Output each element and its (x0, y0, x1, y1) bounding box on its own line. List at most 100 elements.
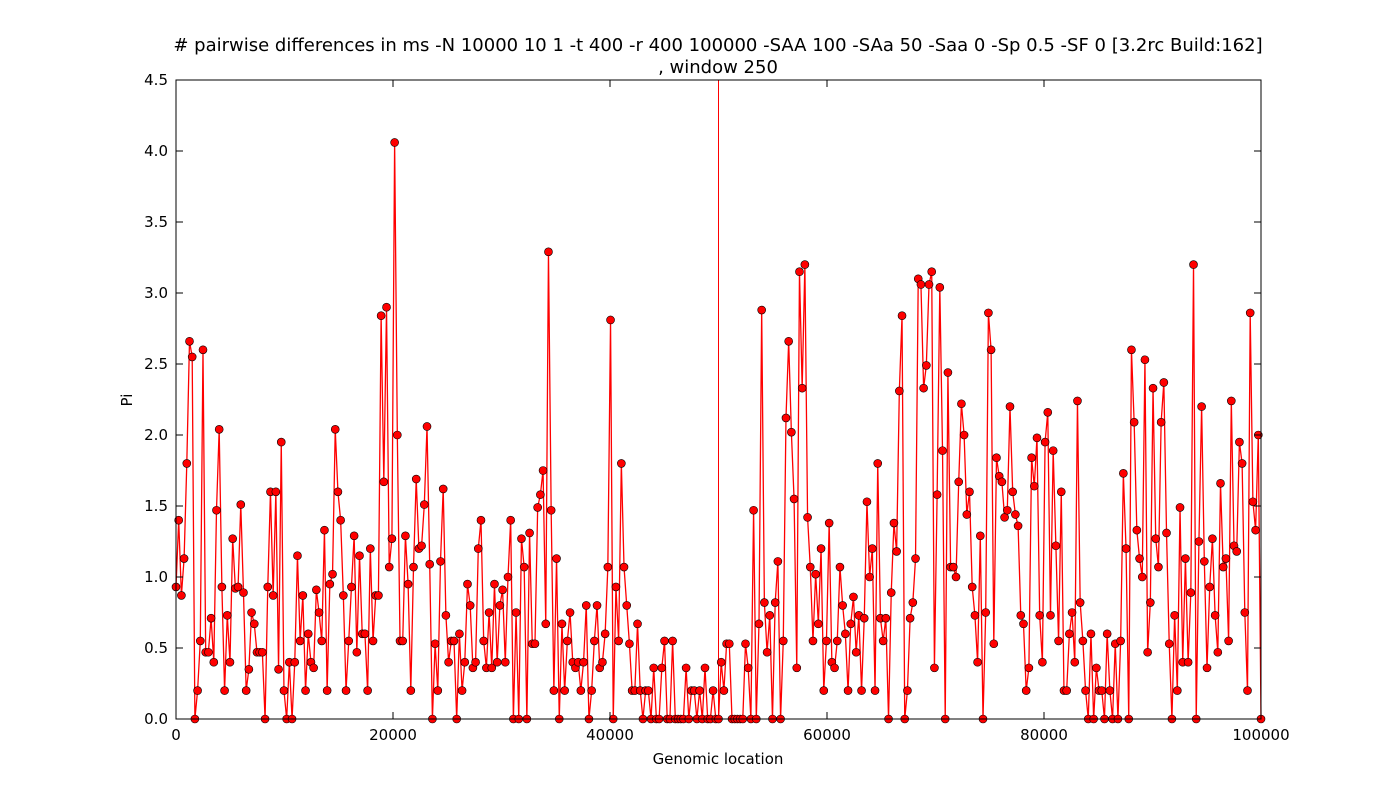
data-point (603, 562, 613, 572)
data-point (241, 686, 251, 695)
data-point (333, 487, 343, 497)
data-point (800, 260, 810, 269)
data-point (770, 598, 780, 607)
data-point (943, 368, 953, 377)
data-point (193, 686, 202, 695)
x-tick-label: 20000 (369, 726, 417, 744)
data-point (247, 608, 256, 617)
data-point (581, 601, 591, 610)
data-point (992, 453, 1001, 463)
data-point (538, 466, 548, 475)
data-point (263, 582, 273, 592)
data-point (430, 639, 440, 649)
data-point (743, 663, 753, 673)
data-point (868, 544, 877, 553)
data-point (600, 629, 610, 639)
data-point (363, 686, 372, 695)
data-point (336, 515, 345, 525)
data-point (1186, 588, 1196, 597)
data-point (471, 657, 480, 667)
data-point (762, 647, 772, 657)
data-point (1232, 547, 1242, 556)
data-point (209, 657, 219, 667)
data-point (889, 518, 899, 528)
data-point (417, 541, 426, 551)
data-point (393, 430, 402, 440)
data-point (1240, 608, 1250, 617)
y-tick-label: 1.0 (144, 568, 168, 586)
data-point (1038, 657, 1047, 667)
data-point (409, 562, 418, 572)
data-point (1073, 396, 1082, 406)
data-point (649, 663, 659, 673)
data-point (198, 345, 208, 355)
data-point (492, 657, 502, 667)
y-tick-label: 2.5 (144, 355, 168, 373)
data-point (1040, 437, 1050, 447)
data-point (873, 459, 883, 468)
data-point (1043, 407, 1053, 417)
data-point (719, 686, 729, 695)
data-point (1002, 505, 1012, 515)
x-tick-label: 60000 (803, 726, 851, 744)
data-point (633, 619, 642, 629)
data-point (387, 534, 397, 543)
data-point (1029, 481, 1039, 491)
data-point (1140, 355, 1150, 365)
data-point (973, 657, 982, 667)
data-point (1065, 629, 1074, 639)
data-point (390, 138, 399, 147)
data-point (681, 663, 691, 673)
data-point (1081, 686, 1090, 695)
data-point (789, 494, 799, 504)
data-point (1062, 686, 1071, 695)
data-point (212, 505, 221, 515)
data-point (1105, 686, 1115, 695)
data-point (851, 647, 861, 657)
data-point (360, 629, 370, 639)
data-point (1216, 478, 1225, 488)
data-point (276, 437, 286, 447)
data-point (425, 559, 435, 569)
data-point (220, 686, 229, 695)
data-point (951, 572, 961, 582)
data-point (473, 544, 483, 553)
axes-ticks: 0 20000 40000 60000 80000 100000 0.0 0.5 1.0 1.5 2… (144, 71, 1289, 744)
data-point (244, 664, 254, 674)
data-point (1048, 446, 1058, 455)
data-point (644, 686, 653, 695)
data-point (1021, 686, 1031, 695)
data-point (862, 497, 872, 507)
data-point (1135, 554, 1144, 563)
data-point (406, 686, 416, 695)
data-point (484, 608, 494, 617)
data-point (204, 647, 213, 657)
y-tick-label: 4.0 (144, 142, 168, 160)
data-point (787, 427, 796, 437)
data-point (1208, 534, 1217, 543)
data-point (1202, 663, 1212, 673)
data-point (959, 430, 969, 440)
data-point (981, 608, 991, 617)
data-point (1070, 657, 1080, 667)
data-point (228, 534, 237, 543)
data-point (293, 551, 302, 561)
data-point (552, 554, 561, 563)
data-point (1154, 562, 1163, 572)
data-point (803, 513, 812, 522)
data-point (174, 515, 183, 525)
data-point (911, 554, 920, 563)
data-point (463, 579, 472, 589)
data-point (177, 591, 186, 600)
data-point (1227, 396, 1236, 406)
data-point (195, 636, 205, 646)
data-point (749, 505, 758, 515)
data-point (757, 305, 766, 315)
data-point (225, 657, 235, 667)
data-point (741, 639, 750, 649)
data-point (217, 582, 227, 592)
data-point (808, 636, 818, 646)
data-point (892, 547, 901, 556)
data-point (1189, 260, 1198, 269)
